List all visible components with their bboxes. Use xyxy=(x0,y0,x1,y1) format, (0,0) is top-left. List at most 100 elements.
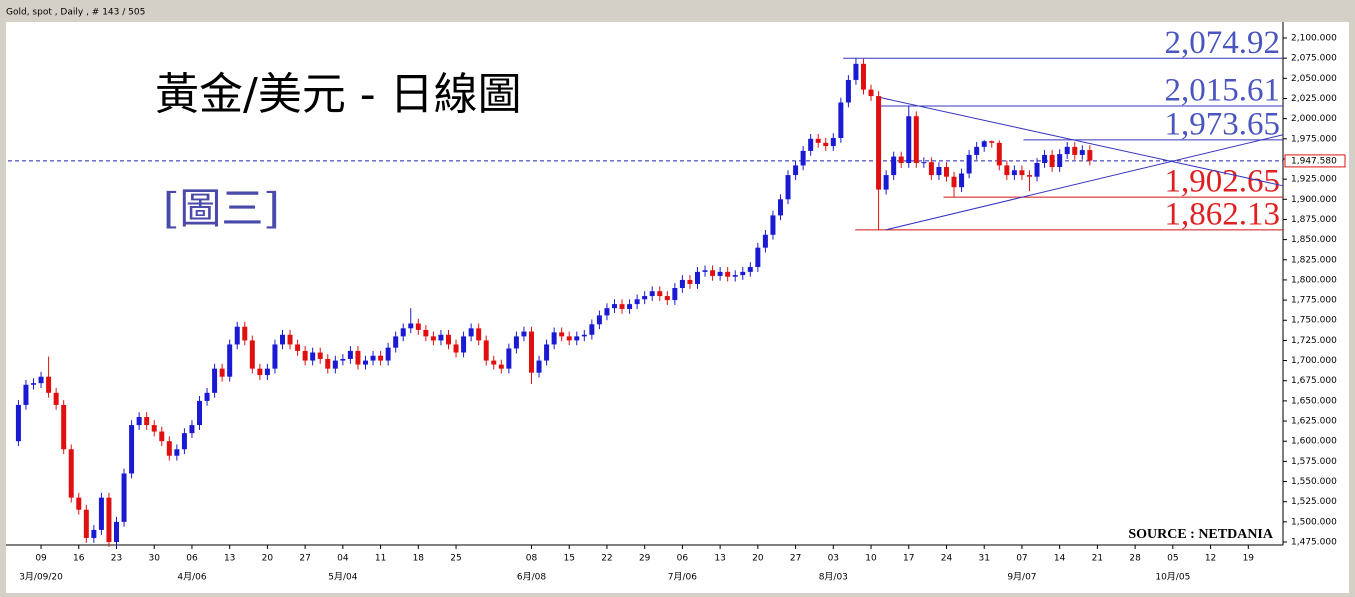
candle-body xyxy=(31,383,37,385)
candle-body xyxy=(860,63,866,90)
y-tick-label: 1,900.000 xyxy=(1291,195,1337,205)
x-tick-label: 06 xyxy=(186,554,198,564)
y-tick-label: 1,775.000 xyxy=(1291,296,1337,306)
y-tick-label: 1,825.000 xyxy=(1291,255,1337,265)
x-tick-label: 13 xyxy=(224,554,235,564)
candle-body xyxy=(264,368,270,376)
candle-body xyxy=(159,431,165,442)
current-price-box xyxy=(1284,154,1346,168)
candle-body xyxy=(272,344,278,369)
level-label: 1,973.65 xyxy=(1165,106,1281,142)
candle-body xyxy=(1079,150,1085,155)
candle-body xyxy=(528,331,534,373)
candle-body xyxy=(762,234,768,248)
x-tick-label: 23 xyxy=(111,554,122,564)
candle-body xyxy=(1049,154,1055,168)
candle-body xyxy=(498,364,504,369)
candle-body xyxy=(400,328,406,337)
x-tick-label: 31 xyxy=(978,554,989,564)
candle-body xyxy=(393,336,399,348)
x-month-label: 4月/06 xyxy=(177,572,206,583)
candle-body xyxy=(687,279,693,284)
candle-body xyxy=(166,441,172,456)
x-tick-label: 28 xyxy=(1129,554,1141,564)
y-tick-label: 1,575.000 xyxy=(1291,457,1337,467)
candle-body xyxy=(332,360,338,369)
candle-body xyxy=(921,162,927,164)
candle-body xyxy=(596,315,602,325)
trendline xyxy=(877,96,1284,187)
candle-body xyxy=(868,89,874,97)
candle-body xyxy=(619,304,625,309)
candle-body xyxy=(581,334,587,337)
candle-body xyxy=(876,96,882,190)
candle-body xyxy=(129,425,135,474)
candle-body xyxy=(355,350,361,365)
candle-body xyxy=(664,296,670,301)
x-tick-label: 30 xyxy=(149,554,161,564)
candle-body xyxy=(242,326,248,341)
candle-body xyxy=(219,368,225,377)
y-tick-label: 1,550.000 xyxy=(1291,477,1337,487)
candle-body xyxy=(317,352,323,359)
candle-body xyxy=(1072,146,1078,155)
y-tick-label: 1,800.000 xyxy=(1291,275,1337,285)
chart-subtitle: [圖三] xyxy=(163,184,280,233)
candle-body xyxy=(347,350,353,359)
candle-body xyxy=(144,417,150,426)
candle-body xyxy=(1042,154,1048,163)
candle-body xyxy=(385,347,391,361)
candle-body xyxy=(453,344,459,353)
x-tick-label: 20 xyxy=(262,554,274,564)
x-tick-label: 27 xyxy=(790,554,801,564)
candle-body xyxy=(189,425,195,434)
y-tick-label: 2,100.000 xyxy=(1291,33,1337,43)
y-tick-label: 1,675.000 xyxy=(1291,376,1337,386)
candle-body xyxy=(151,425,157,432)
x-month-label: 6月/08 xyxy=(517,572,546,583)
x-tick-label: 11 xyxy=(375,554,386,564)
x-tick-label: 14 xyxy=(1054,554,1066,564)
level-label: 2,015.61 xyxy=(1165,73,1281,109)
candle-body xyxy=(204,392,210,401)
candle-body xyxy=(679,279,685,288)
candle-body xyxy=(1087,150,1093,161)
candle-body xyxy=(68,449,74,498)
candle-body xyxy=(513,336,519,349)
candle-body xyxy=(98,497,104,530)
level-label: 2,074.92 xyxy=(1165,25,1281,61)
candle-body xyxy=(438,334,444,341)
source: SOURCE : NETDANIA xyxy=(1128,527,1274,542)
y-tick-label: 1,475.000 xyxy=(1291,538,1337,548)
candle-body xyxy=(295,344,301,351)
y-tick-label: 1,650.000 xyxy=(1291,396,1337,406)
candle-body xyxy=(544,344,550,361)
header: Gold, spot , Daily , # 143 / 505 xyxy=(6,8,145,18)
candle-body xyxy=(91,529,97,538)
candle-body xyxy=(227,344,233,377)
y-tick-label: 1,700.000 xyxy=(1291,356,1337,366)
trendline xyxy=(885,134,1284,231)
candle-body xyxy=(928,162,934,176)
candle-body xyxy=(755,247,761,268)
candle-body xyxy=(710,270,716,276)
y-tick-label: 1,500.000 xyxy=(1291,517,1337,527)
x-tick-label: 19 xyxy=(1243,554,1255,564)
candle-body xyxy=(114,521,120,543)
x-tick-label: 13 xyxy=(714,554,725,564)
candle-body xyxy=(951,176,957,188)
candle-body xyxy=(1057,154,1063,168)
candle-body xyxy=(234,326,240,345)
y-tick-label: 2,075.000 xyxy=(1291,54,1337,64)
candle-body xyxy=(770,215,776,235)
x-tick-label: 24 xyxy=(941,554,953,564)
candle-body xyxy=(959,173,965,188)
x-tick-label: 25 xyxy=(450,554,461,564)
x-tick-label: 16 xyxy=(73,554,85,564)
candle-body xyxy=(340,358,346,361)
candle-body xyxy=(279,334,285,345)
candle-body xyxy=(362,360,368,365)
y-tick-label: 1,750.000 xyxy=(1291,316,1337,326)
candle-body xyxy=(483,340,489,361)
